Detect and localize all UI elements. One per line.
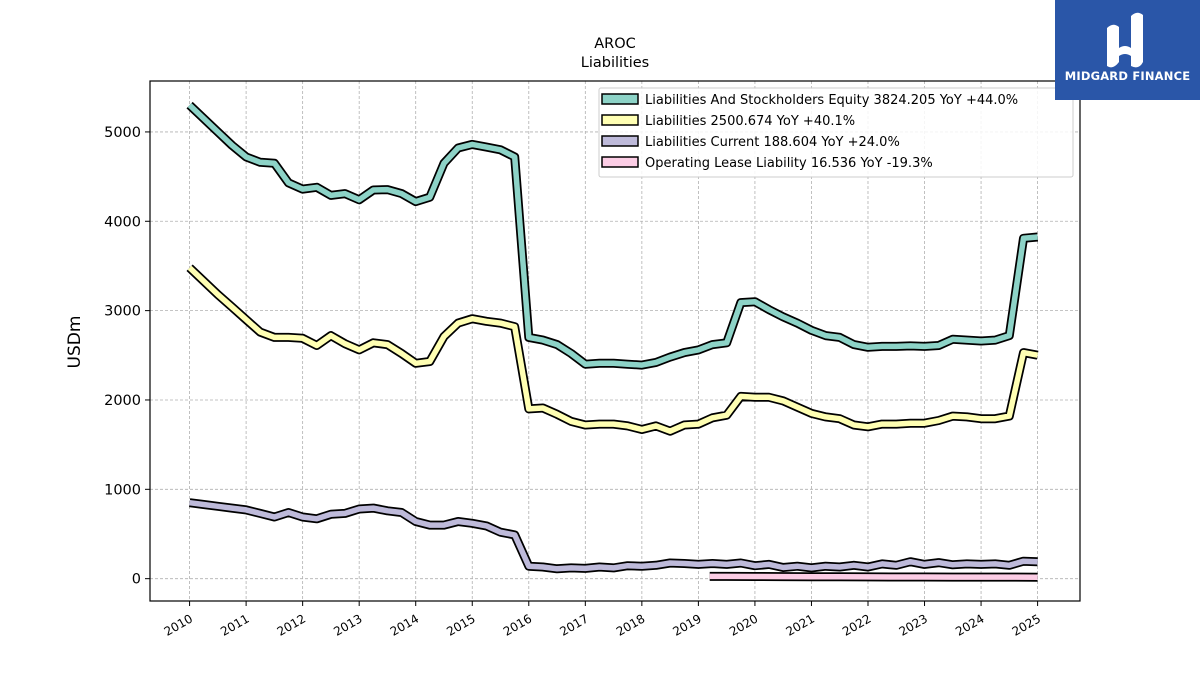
legend-swatch <box>601 114 639 126</box>
legend-swatch <box>601 156 639 168</box>
series-line <box>187 103 1038 368</box>
series-3 <box>189 498 1038 574</box>
y-axis-label: USDm <box>65 316 85 369</box>
x-tick-label: 2014 <box>388 611 421 638</box>
series-line <box>187 265 1039 434</box>
x-tick-label: 2016 <box>501 611 534 638</box>
x-tick-label: 2022 <box>840 611 873 638</box>
legend-entry: Liabilities And Stockholders Equity 3824… <box>645 93 1018 108</box>
y-tick-label: 3000 <box>104 304 141 320</box>
x-tick-label: 2024 <box>953 611 986 638</box>
y-tick-label: 4000 <box>104 214 141 230</box>
legend-box <box>598 87 1074 178</box>
series-line <box>189 499 1038 572</box>
legend-entry: Liabilities 2500.674 YoY +40.1% <box>645 114 855 129</box>
x-tick-label: 2018 <box>614 611 647 638</box>
y-tick-label: 1000 <box>104 482 141 498</box>
brand-name: MIDGARD FINANCE <box>1064 69 1191 83</box>
y-axis: 0 1000 2000 3000 4000 5000 <box>104 125 150 588</box>
x-tick-label: 2023 <box>897 611 930 638</box>
legend-entry: Liabilities Current 188.604 YoY +24.0% <box>645 135 900 150</box>
x-tick-label: 2017 <box>557 611 590 638</box>
plot-frame <box>149 80 1081 602</box>
x-tick-label: 2015 <box>444 611 477 638</box>
legend-swatch <box>601 135 639 147</box>
x-tick-label: 2019 <box>670 611 703 638</box>
midgard-logo-icon <box>1107 12 1143 68</box>
series-1 <box>186 101 1039 370</box>
x-tick-label: 2011 <box>218 611 251 638</box>
series-layer <box>186 101 1039 582</box>
legend-swatch <box>601 93 639 105</box>
x-tick-label: 2025 <box>1010 611 1043 638</box>
x-tick-label: 2020 <box>727 611 760 638</box>
series-line <box>709 573 1038 580</box>
x-tick-label: 2021 <box>784 611 817 638</box>
series-2 <box>186 264 1039 436</box>
chart-subtitle: Liabilities <box>581 55 649 71</box>
x-tick-label: 2010 <box>162 611 195 638</box>
y-tick-label: 5000 <box>104 125 141 141</box>
legend-entry: Operating Lease Liability 16.536 YoY -19… <box>645 156 933 171</box>
series-outline <box>189 498 1038 574</box>
x-axis: 2010 2011 2012 2013 2014 2015 2016 2017 2018 2019… <box>162 601 1043 639</box>
brand-logo: MIDGARD FINANCE <box>1055 0 1200 100</box>
series-4 <box>709 571 1038 582</box>
x-tick-label: 2013 <box>331 611 364 638</box>
y-tick-label: 0 <box>132 572 141 588</box>
chart-title: AROC <box>594 36 636 52</box>
legend: Liabilities And Stockholders Equity 3824… <box>598 87 1074 178</box>
x-tick-label: 2012 <box>275 611 308 638</box>
y-tick-label: 2000 <box>104 393 141 409</box>
